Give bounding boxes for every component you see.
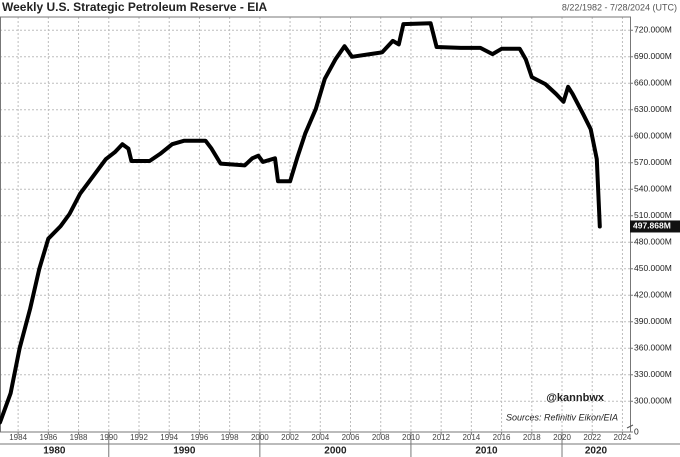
- axis-break: [626, 424, 634, 429]
- y-tick-label: 330.000M: [634, 369, 672, 379]
- decade-label: 2000: [324, 446, 347, 457]
- x-tick-label: 1992: [130, 433, 148, 442]
- x-tick-label: 2016: [493, 433, 511, 442]
- y-tick-label: 480.000M: [634, 237, 672, 247]
- x-tick-label: 2018: [523, 433, 541, 442]
- x-tick-label: 2008: [372, 433, 390, 442]
- chart-subtitle: 8/22/1982 - 7/28/2024 (UTC): [562, 2, 677, 12]
- data-line: [0, 21, 602, 425]
- x-tick-label: 2004: [311, 433, 329, 442]
- y-tick-label: 510.000M: [634, 210, 672, 220]
- watermark: @kannbwx: [546, 392, 605, 404]
- x-tick-label: 1986: [39, 433, 57, 442]
- plot-layer: 0 300.000M 330.000M 360.000M 390.000M 420.000…: [0, 16, 680, 457]
- y-tick-label: 660.000M: [634, 78, 672, 88]
- y-tick-label: 600.000M: [634, 131, 672, 141]
- chart-title: Weekly U.S. Strategic Petroleum Reserve …: [2, 0, 268, 14]
- y-tick-label: 360.000M: [634, 343, 672, 353]
- x-tick-label: 2012: [432, 433, 450, 442]
- decade-label: 1990: [173, 446, 196, 457]
- x-tick-label: 2002: [281, 433, 299, 442]
- y-tick-label: 690.000M: [634, 51, 672, 61]
- x-tick-label: 1988: [70, 433, 88, 442]
- decade-label: 2020: [585, 446, 608, 457]
- x-tick-label: 1984: [9, 433, 27, 442]
- y-tick-label: 300.000M: [634, 396, 672, 406]
- x-tick-label: 2024: [614, 433, 632, 442]
- y-tick-label: 0: [634, 426, 639, 436]
- y-tick-label: 390.000M: [634, 316, 672, 326]
- x-tick-label: 2014: [462, 433, 480, 442]
- x-tick-label: 2022: [583, 433, 601, 442]
- decade-label: 1980: [43, 446, 66, 457]
- y-tick-label: 420.000M: [634, 290, 672, 300]
- decade-label: 2010: [475, 446, 498, 457]
- y-tick-label: 630.000M: [634, 104, 672, 114]
- y-tick-label: 570.000M: [634, 157, 672, 167]
- y-tick-label: 450.000M: [634, 263, 672, 273]
- source-note: Sources: Refinitiv Eikon/EIA: [506, 412, 618, 422]
- x-tick-label: 1994: [160, 433, 178, 442]
- x-tick-label: 2006: [342, 433, 360, 442]
- y-tick-label: 540.000M: [634, 184, 672, 194]
- y-tick-label: 720.000M: [634, 25, 672, 35]
- x-tick-label: 1998: [221, 433, 239, 442]
- last-value-box: [630, 220, 680, 233]
- last-value-label: 497.868M: [633, 221, 671, 231]
- x-tick-label: 1996: [191, 433, 209, 442]
